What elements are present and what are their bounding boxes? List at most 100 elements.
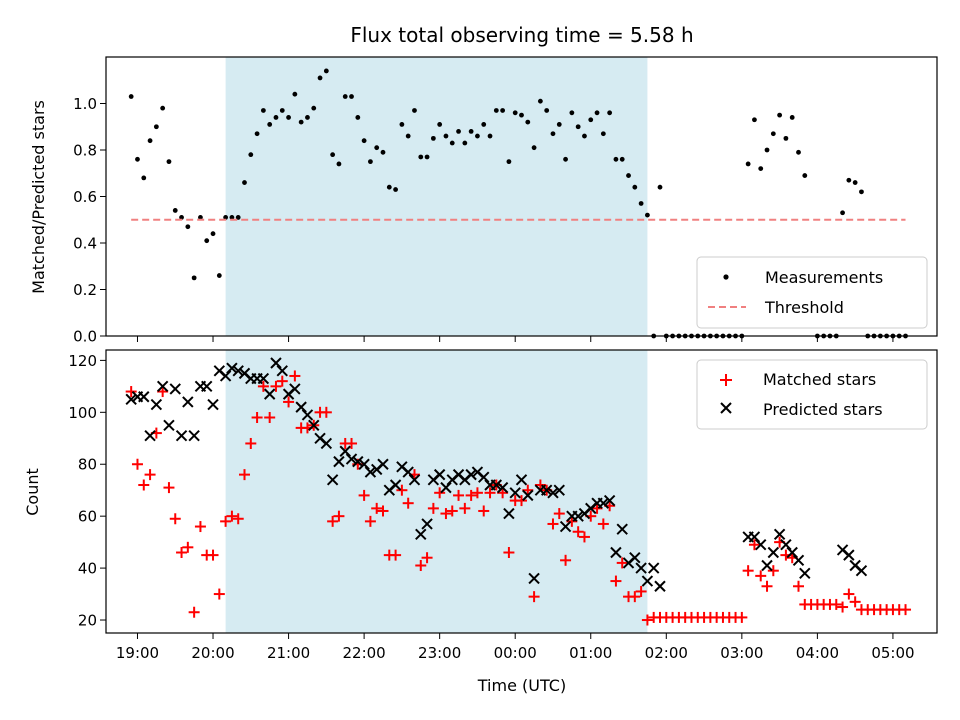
matched-star-point [534, 479, 546, 491]
measurement-point [481, 122, 487, 127]
top-y-ticks: 0.0 0.2 0.4 0.6 0.8 1.0 [73, 95, 106, 346]
predicted-star-point [509, 487, 521, 499]
measurement-point [216, 273, 222, 278]
predicted-star-point [773, 528, 786, 541]
x-tick-label: 04:00 [796, 644, 839, 662]
matched-star-point [900, 604, 912, 616]
matched-star-point [767, 565, 779, 577]
predicted-star-point [257, 372, 270, 385]
measurement-point [607, 110, 613, 116]
y-tick-label: 80 [78, 456, 97, 474]
matched-star-point [434, 487, 446, 499]
y-tick-label: 100 [68, 404, 97, 422]
x-tick-label: 22:00 [342, 644, 385, 662]
measurement-point [374, 145, 380, 151]
predicted-star-point [389, 479, 402, 491]
measurement-point [153, 124, 159, 130]
matched-star-point [251, 412, 263, 424]
y-tick-label: 0.2 [73, 281, 97, 299]
predicted-star-point [270, 357, 282, 369]
x-tick-label: 00:00 [494, 644, 537, 662]
predicted-star-point [654, 580, 666, 592]
matched-star-point [478, 505, 490, 517]
matched-star-point [610, 575, 622, 587]
matched-star-point [591, 502, 603, 514]
legend-predicted-label: Predicted stars [763, 400, 883, 419]
measurement-point [386, 184, 392, 190]
measurement-point [550, 131, 556, 137]
measurement-point [657, 184, 663, 190]
predicted-star-point [780, 539, 792, 551]
measurement-point [305, 115, 310, 120]
matched-star-point [220, 515, 232, 527]
measurement-point [380, 149, 386, 155]
matched-star-point [635, 585, 647, 597]
matched-star-point [446, 505, 458, 517]
measurement-point [185, 224, 191, 230]
matched-star-point [629, 591, 641, 603]
matched-star-point [131, 458, 143, 470]
chart-title: Flux total observing time = 5.58 h [350, 23, 693, 47]
measurement-point [298, 119, 304, 125]
predicted-star-point [855, 564, 868, 577]
matched-star-point [232, 513, 244, 525]
predicted-star-point [364, 466, 377, 478]
x-tick-label: 20:00 [191, 644, 234, 662]
matched-star-point [264, 412, 276, 424]
predicted-star-point [339, 445, 351, 457]
predicted-star-point [635, 562, 647, 574]
matched-star-point [471, 487, 483, 499]
matched-star-point [157, 386, 169, 398]
measurement-point [254, 131, 260, 137]
x-tick-label: 23:00 [418, 644, 461, 662]
predicted-star-point [169, 383, 181, 395]
matched-star-point [516, 495, 527, 507]
x-tick-label: 01:00 [569, 644, 612, 662]
predicted-star-point [377, 458, 389, 470]
y-tick-label: 60 [78, 508, 97, 526]
measurement-point [852, 180, 858, 185]
measurement-point [336, 161, 342, 167]
predicted-star-point [144, 429, 156, 442]
measurement-point [745, 161, 751, 167]
legend-threshold-label: Threshold [764, 298, 844, 317]
predicted-star-point [289, 383, 301, 395]
predicted-star-point [201, 380, 213, 393]
predicted-star-point [263, 388, 276, 400]
matched-star-point [616, 557, 628, 569]
matched-star-point [843, 588, 855, 600]
measurement-point [519, 112, 524, 118]
matched-star-point [547, 518, 559, 530]
measurement-point [166, 159, 172, 165]
measurement-point [311, 105, 317, 111]
measurement-point [840, 210, 845, 216]
measurement-point [198, 215, 203, 220]
predicted-star-point [188, 429, 200, 442]
y-tick-label: 40 [78, 560, 97, 578]
matched-star-point [465, 489, 477, 501]
matched-star-point [138, 479, 150, 491]
predicted-star-point [219, 370, 232, 382]
predicted-star-point [503, 507, 515, 520]
y-tick-label: 1.0 [73, 95, 97, 113]
measurement-point [544, 108, 550, 113]
matched-star-point [364, 515, 376, 527]
measurement-point [437, 122, 443, 127]
bottom-points [125, 357, 912, 626]
predicted-star-point [301, 409, 314, 421]
measurement-point [147, 138, 153, 144]
predicted-star-point [408, 474, 421, 486]
measurement-point [141, 175, 147, 181]
predicted-star-point [333, 455, 345, 468]
measurement-point [468, 129, 474, 134]
legend-measurements-label: Measurements [765, 268, 883, 287]
x-tick-label: 05:00 [871, 644, 914, 662]
measurement-point [475, 133, 480, 139]
matched-star-point [560, 554, 572, 566]
measurement-point [846, 177, 852, 183]
matched-star-point [641, 614, 653, 626]
x-tick-label: 21:00 [267, 644, 310, 662]
predicted-star-point [358, 458, 370, 470]
x-tick-label: 02:00 [645, 644, 688, 662]
measurement-point [456, 129, 461, 134]
